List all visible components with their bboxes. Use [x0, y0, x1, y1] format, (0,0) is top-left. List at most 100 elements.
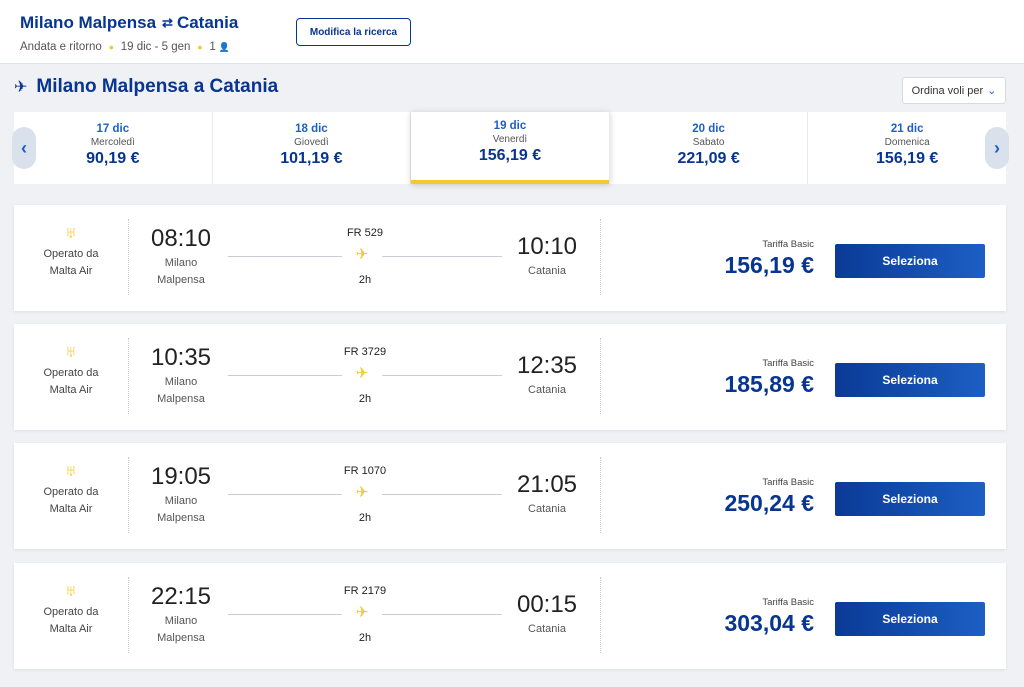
weekday-label: Giovedì — [294, 137, 329, 148]
date-label: 18 dic — [295, 123, 328, 135]
flight-number: FR 3729 — [343, 346, 387, 358]
next-dates-button[interactable]: › — [985, 127, 1009, 169]
route-line — [382, 375, 502, 376]
operated-by-label: Operato da — [43, 367, 99, 379]
operator-info: ♅ Operato da Malta Air — [14, 342, 128, 399]
route-line — [228, 375, 342, 376]
departure-city: Milano — [164, 495, 198, 507]
departure-time: 08:10 — [150, 225, 212, 252]
trip-meta: Andata e ritorno • 19 dic - 5 gen • 1 👤 — [20, 39, 230, 55]
person-icon: 👤 — [218, 41, 230, 52]
flight-price: 156,19 € — [724, 252, 814, 278]
divider — [600, 338, 601, 414]
operated-by-label: Operato da — [43, 486, 99, 498]
plane-icon: ✈ — [355, 246, 369, 263]
operated-by-label: Operato da — [43, 606, 99, 618]
destination-city: Catania — [176, 13, 239, 32]
flight-price: 185,89 € — [724, 371, 814, 397]
sort-dropdown[interactable]: Ordina voli per ⌄ — [902, 77, 1006, 104]
departure-city: Milano — [164, 615, 198, 627]
departure: 22:15 Milano Malpensa — [144, 583, 218, 647]
date-price: 90,19 € — [86, 150, 140, 167]
divider — [128, 338, 129, 414]
arrival: 21:05 Catania — [510, 471, 584, 518]
chevron-down-icon: ⌄ — [987, 85, 997, 97]
date-label: 17 dic — [96, 123, 130, 135]
flight-duration: 2h — [358, 632, 372, 644]
date-option-selected[interactable]: 19 dic Venerdì 156,19 € — [411, 112, 610, 184]
flight-price: 250,24 € — [724, 490, 814, 516]
fare-type: Tariffa Basic — [762, 239, 814, 250]
operator-info: ♅ Operato da Malta Air — [14, 223, 128, 280]
airline-logo-icon: ♅ — [64, 223, 78, 242]
origin-city: Milano Malpensa — [20, 13, 157, 32]
departure-time: 10:35 — [150, 344, 212, 371]
flight-price: 303,04 € — [724, 610, 814, 636]
flight-number: FR 529 — [346, 227, 384, 239]
trip-type: Andata e ritorno — [20, 41, 102, 53]
flight-duration: 2h — [358, 512, 372, 524]
airline-logo-icon: ♅ — [64, 342, 78, 361]
operator-name: Malta Air — [49, 265, 93, 277]
date-option[interactable]: 18 dic Giovedì 101,19 € — [213, 112, 412, 184]
airline-logo-icon: ♅ — [64, 581, 78, 600]
flight-card: ♅ Operato da Malta Air 10:35 Milano Malp… — [14, 324, 1006, 430]
select-flight-button[interactable]: Seleziona — [835, 363, 985, 397]
operator-name: Malta Air — [49, 384, 93, 396]
date-label: 20 dic — [692, 123, 725, 135]
top-bar: Milano Malpensa ⇄ Catania Andata e ritor… — [0, 0, 1024, 64]
departure: 19:05 Milano Malpensa — [144, 463, 218, 527]
route-line — [228, 614, 342, 615]
date-option[interactable]: 21 dic Domenica 156,19 € — [808, 112, 1006, 184]
arrival: 00:15 Catania — [510, 591, 584, 638]
sort-label: Ordina voli per — [911, 84, 984, 97]
fare-type: Tariffa Basic — [762, 358, 814, 369]
date-option[interactable]: 17 dic Mercoledì 90,19 € — [14, 112, 213, 184]
departure-time: 19:05 — [150, 463, 212, 490]
prev-dates-button[interactable]: ‹ — [12, 127, 36, 169]
arrival-city: Catania — [528, 623, 566, 635]
date-option[interactable]: 20 dic Sabato 221,09 € — [610, 112, 809, 184]
arrival-city: Catania — [528, 503, 566, 515]
divider — [600, 219, 601, 295]
flight-path: FR 2179 ✈ 2h — [228, 583, 502, 649]
flight-path: FR 3729 ✈ 2h — [228, 344, 502, 410]
separator-dot: • — [197, 39, 203, 55]
departing-plane-icon: ✈ — [14, 79, 28, 96]
arrival-city: Catania — [528, 265, 566, 277]
select-flight-button[interactable]: Seleziona — [835, 602, 985, 636]
divider — [128, 219, 129, 295]
departure-city: Milano — [164, 376, 198, 388]
select-flight-button[interactable]: Seleziona — [835, 244, 985, 278]
date-price: 101,19 € — [280, 150, 343, 167]
operator-name: Malta Air — [49, 623, 93, 635]
date-label: 21 dic — [890, 123, 924, 135]
operator-name: Malta Air — [49, 503, 93, 515]
date-label: 19 dic — [493, 120, 527, 132]
arrival-city: Catania — [528, 384, 566, 396]
operator-info: ♅ Operato da Malta Air — [14, 581, 128, 638]
select-flight-button[interactable]: Seleziona — [835, 482, 985, 516]
route-summary: Milano Malpensa ⇄ Catania — [20, 13, 238, 33]
arrival: 12:35 Catania — [510, 352, 584, 399]
fare-type: Tariffa Basic — [762, 477, 814, 488]
departure-time: 22:15 — [150, 583, 212, 610]
round-trip-arrows-icon: ⇄ — [162, 15, 173, 30]
flight-card: ♅ Operato da Malta Air 08:10 Milano Malp… — [14, 205, 1006, 311]
modify-search-button[interactable]: Modifica la ricerca — [296, 18, 411, 46]
departure-airport: Malpensa — [157, 512, 205, 524]
arrival: 10:10 Catania — [510, 233, 584, 280]
section-title-row: ✈ Milano Malpensa a Catania — [14, 76, 278, 98]
flight-card: ♅ Operato da Malta Air 22:15 Milano Malp… — [14, 563, 1006, 669]
trip-dates: 19 dic - 5 gen — [120, 41, 191, 53]
weekday-label: Sabato — [692, 137, 725, 148]
flight-duration: 2h — [358, 393, 372, 405]
departure-airport: Malpensa — [157, 274, 205, 286]
arrival-time: 10:10 — [516, 233, 578, 260]
date-price: 221,09 € — [677, 150, 740, 167]
weekday-label: Venerdì — [492, 134, 528, 145]
route-line — [382, 494, 502, 495]
date-carousel: 17 dic Mercoledì 90,19 € 18 dic Giovedì … — [14, 112, 1006, 184]
arrival-time: 12:35 — [516, 352, 578, 379]
separator-dot: • — [108, 39, 114, 55]
